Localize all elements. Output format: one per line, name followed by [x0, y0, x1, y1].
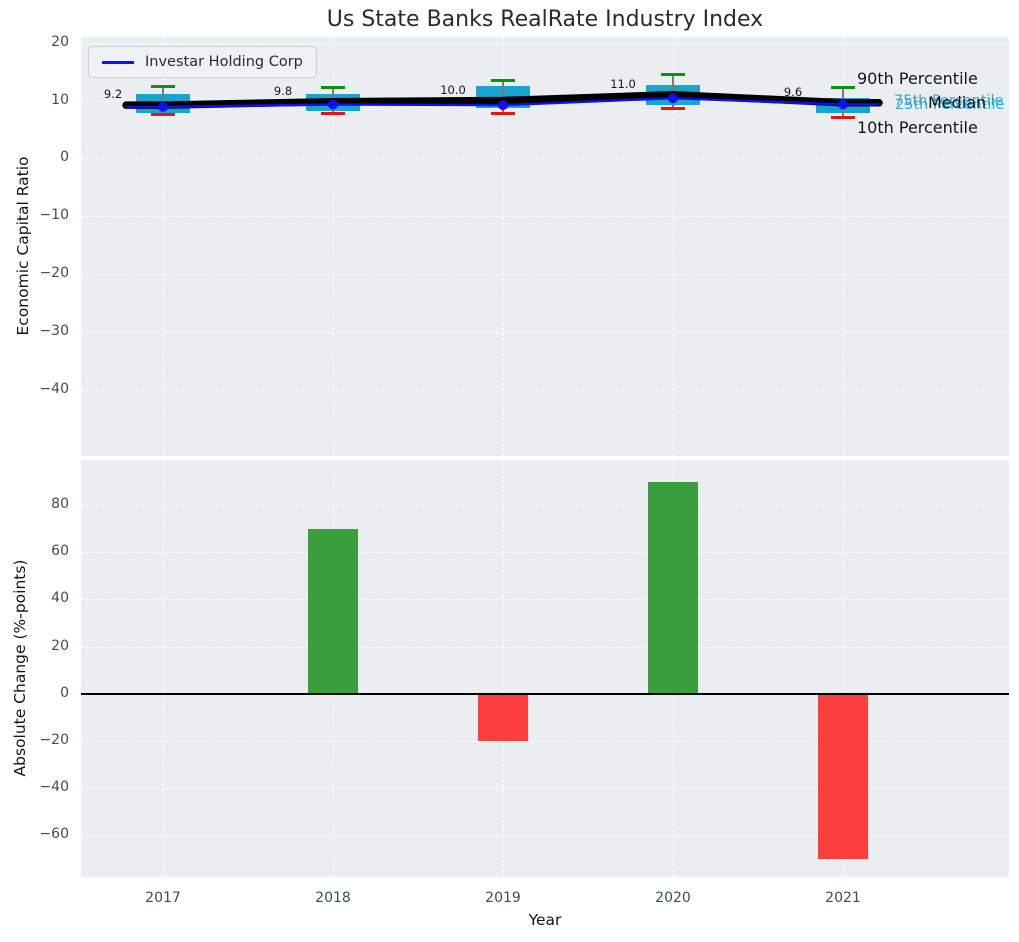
p90-cap	[151, 85, 175, 89]
y-tick-label: −40	[39, 778, 69, 795]
y-tick-label: 0	[60, 149, 69, 166]
gridline	[81, 216, 1009, 218]
median-value-label: 9.8	[273, 83, 293, 98]
y-tick-label: −10	[39, 207, 69, 224]
annotation-90th-percentile: 90th Percentile	[857, 69, 978, 88]
gridline	[81, 835, 1009, 837]
gridline	[333, 37, 334, 456]
y-tick-label: 80	[51, 496, 69, 513]
y-tick-label: 40	[51, 590, 69, 607]
gridline	[81, 599, 1009, 601]
gridline	[163, 460, 164, 877]
y-tick-label: 60	[51, 543, 69, 560]
median-value-label: 11.0	[610, 76, 636, 91]
bottom-plot-area	[81, 460, 1009, 877]
legend: Investar Holding Corp	[88, 46, 317, 78]
gridline	[81, 787, 1009, 789]
p10-cap	[661, 106, 685, 111]
chart-title: Us State Banks RealRate Industry Index	[326, 7, 764, 32]
gridline	[81, 273, 1009, 275]
gridline	[81, 505, 1009, 507]
gridline	[81, 158, 1009, 160]
gridline	[81, 389, 1009, 391]
x-tick-label: 2018	[315, 890, 351, 906]
y-tick-label: −60	[39, 826, 69, 843]
y-tick-label: −30	[39, 322, 69, 339]
top-plot-area	[81, 37, 1009, 456]
annotation-10th-percentile: 10th Percentile	[857, 118, 978, 137]
y-tick-label: 10	[51, 91, 69, 108]
median-value-label: 10.0	[440, 82, 466, 97]
gridline	[81, 331, 1009, 333]
x-axis-label: Year	[528, 911, 562, 929]
p10-cap	[321, 112, 345, 116]
gridline	[503, 460, 504, 877]
gridline	[81, 552, 1009, 554]
median-value-label: 9.2	[103, 87, 123, 102]
annotation-25th-percentile: 25th Percentile	[895, 97, 1005, 113]
whisker-line	[672, 74, 674, 109]
whisker-line	[842, 87, 844, 118]
annotation-median: Median	[928, 93, 987, 112]
top-y-axis-label: Economic Capital Ratio	[14, 156, 32, 336]
change-bar	[308, 528, 358, 694]
whisker-line	[502, 80, 504, 114]
y-tick-label: 20	[51, 33, 69, 50]
y-tick-label: −20	[39, 731, 69, 748]
gridline	[81, 646, 1009, 648]
y-tick-label: −20	[39, 264, 69, 281]
gridline	[673, 37, 674, 456]
x-tick-label: 2019	[485, 890, 521, 906]
change-bar	[648, 481, 698, 694]
legend-line-sample	[102, 60, 134, 64]
whisker-line	[332, 87, 334, 114]
p90-cap	[491, 78, 515, 82]
gridline	[81, 42, 1009, 44]
gridline	[81, 740, 1009, 742]
gridline	[843, 460, 844, 877]
p10-cap	[831, 116, 855, 120]
p10-cap	[491, 111, 515, 115]
gridline	[163, 37, 164, 456]
x-tick-label: 2017	[145, 890, 181, 906]
median-value-label: 9.6	[783, 84, 803, 99]
annotation-75th-percentile: 75th Percentile	[894, 93, 1004, 109]
y-tick-label: 0	[60, 684, 69, 701]
gridline	[503, 37, 504, 456]
x-tick-label: 2021	[825, 890, 861, 906]
p90-cap	[831, 86, 855, 90]
y-tick-label: −40	[39, 380, 69, 397]
p90-cap	[321, 85, 345, 89]
whisker-line	[162, 86, 164, 115]
p90-cap	[661, 72, 685, 77]
change-bar	[478, 693, 528, 741]
change-bar	[818, 693, 868, 859]
y-tick-label: 20	[51, 637, 69, 654]
p10-cap	[151, 112, 175, 116]
gridline	[843, 37, 844, 456]
legend-label: Investar Holding Corp	[145, 54, 303, 70]
x-tick-label: 2020	[655, 890, 691, 906]
zero-axis-line	[81, 693, 1009, 695]
